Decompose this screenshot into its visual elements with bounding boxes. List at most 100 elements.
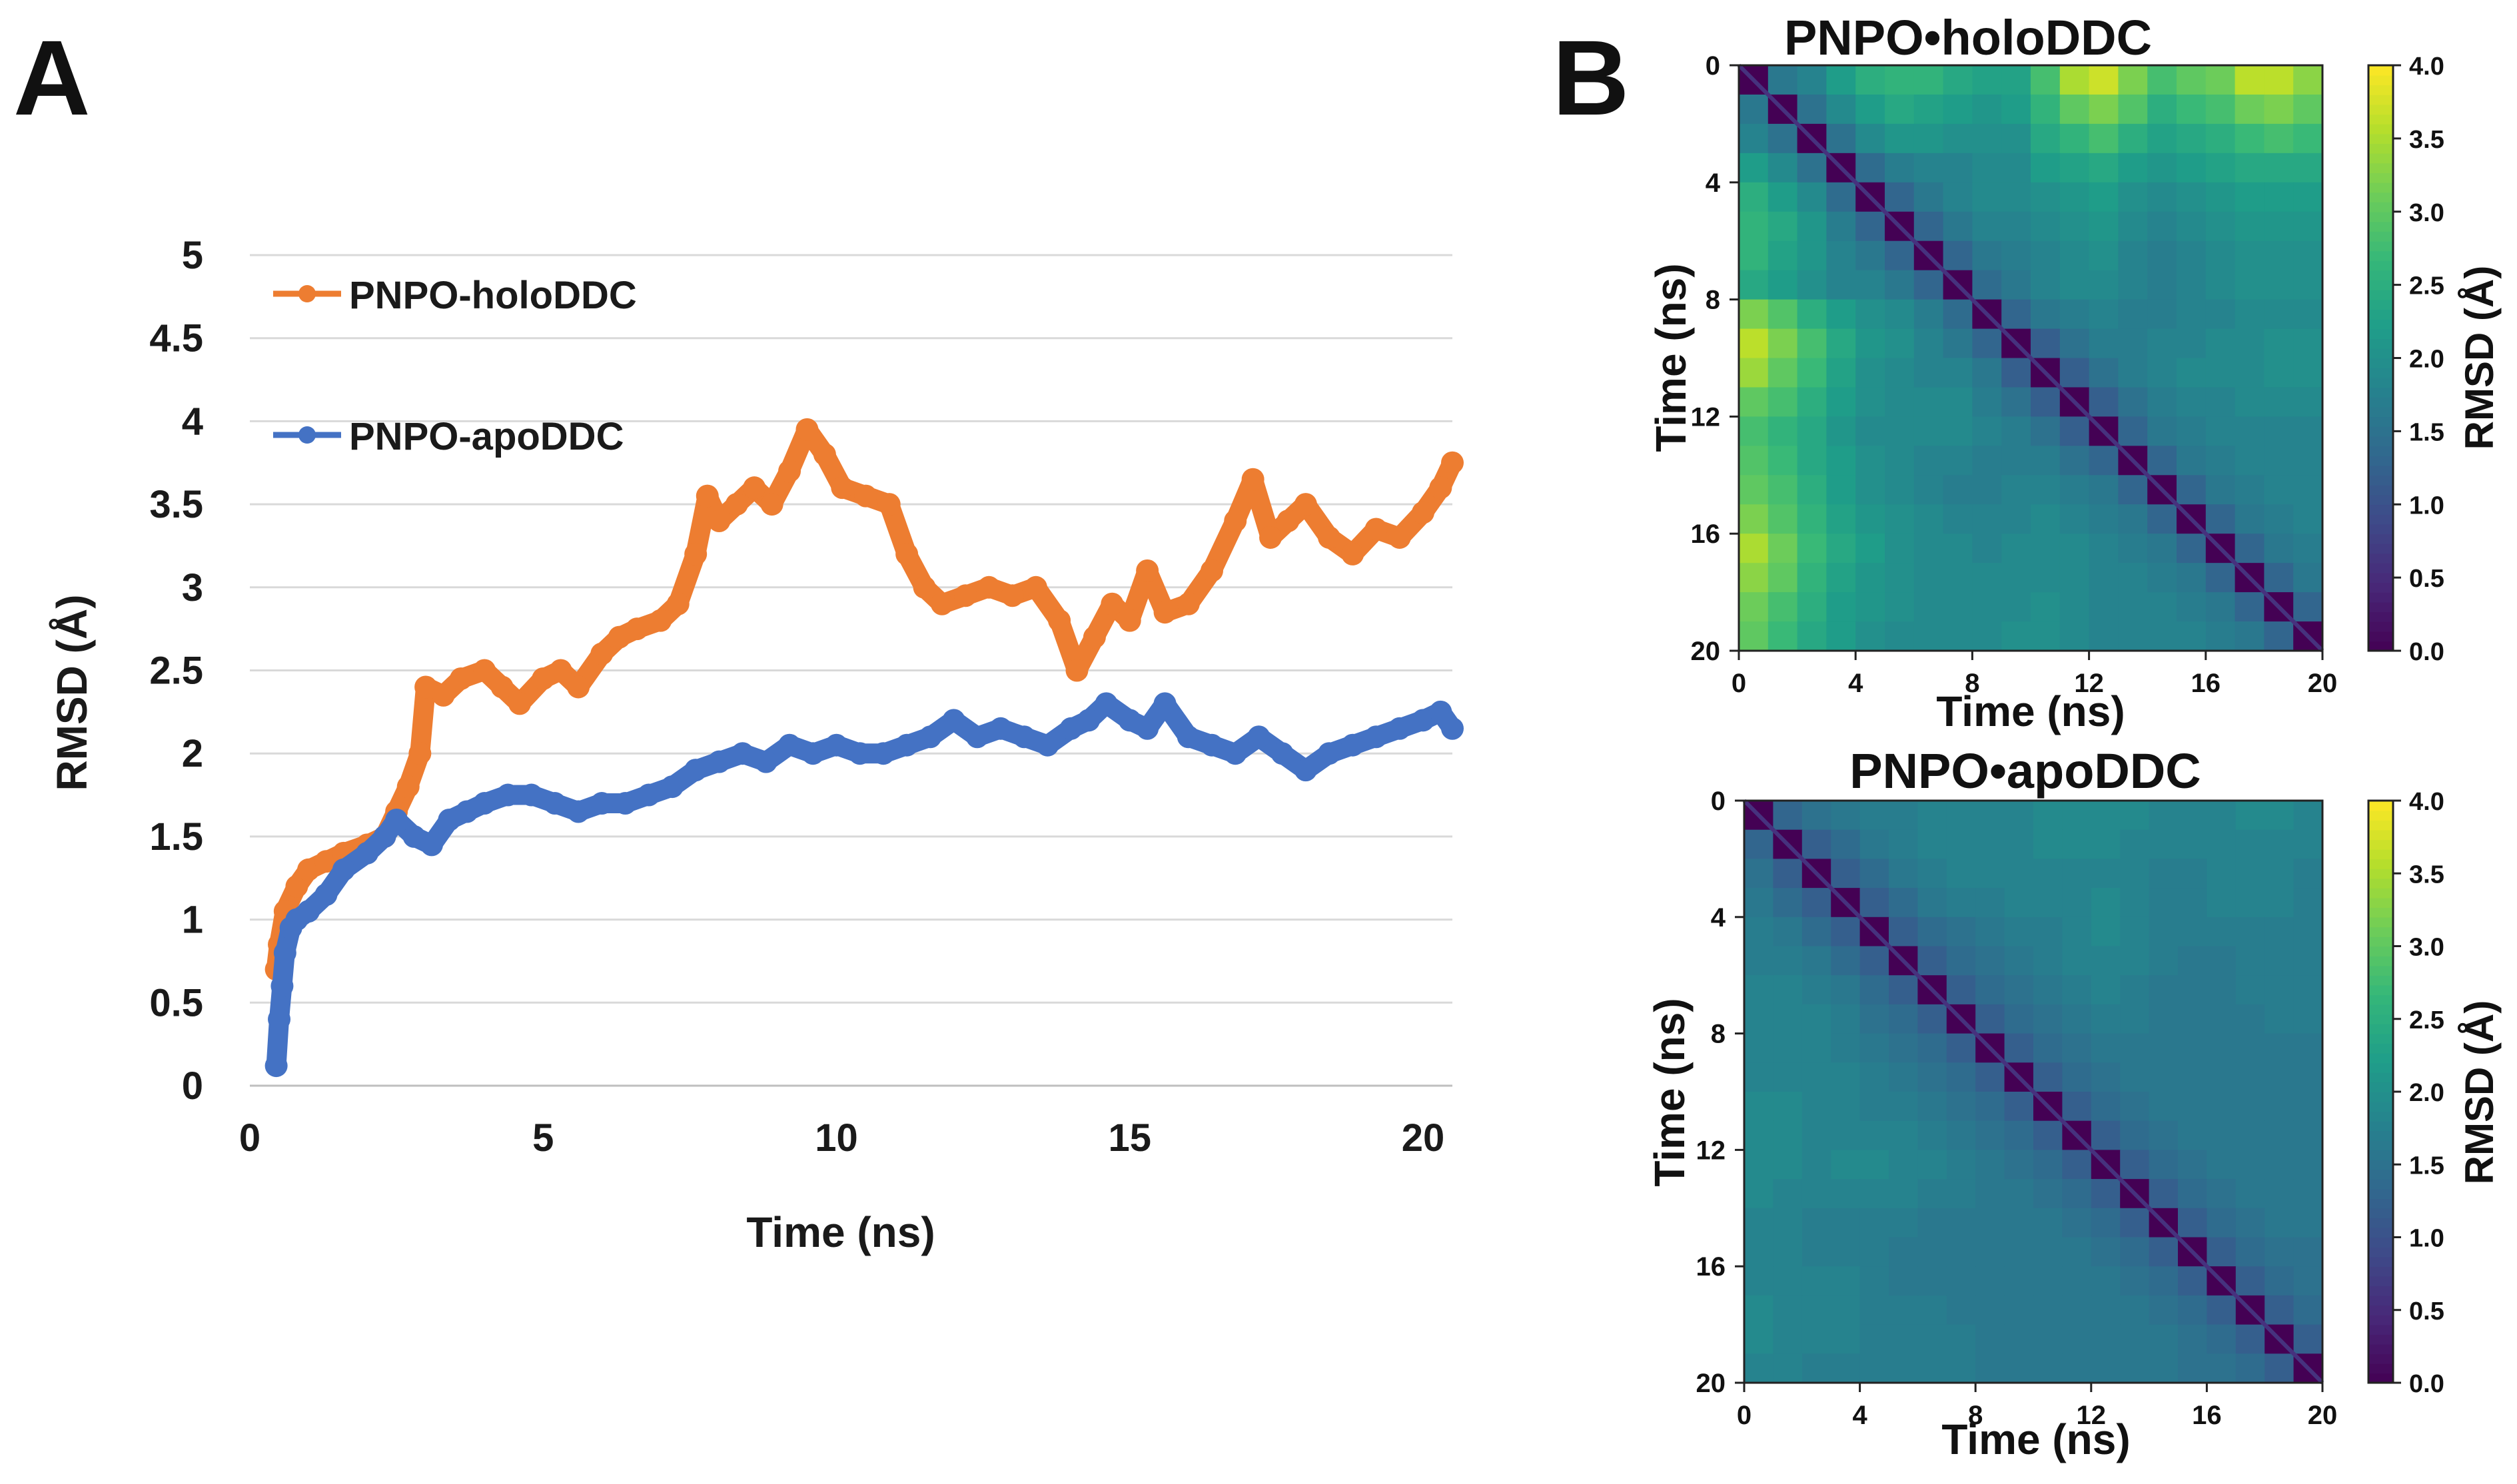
heatmap-cell — [2089, 592, 2119, 622]
heatmap-cell — [1889, 1004, 1919, 1034]
heatmap-cell — [2177, 563, 2207, 593]
heatmap-cell — [2293, 1092, 2323, 1122]
heatmap-cell — [2178, 1004, 2208, 1034]
x-tick-label: 0 — [239, 1116, 260, 1160]
colorbar-segment — [2368, 397, 2393, 408]
data-point-apo — [438, 808, 461, 831]
data-point-apo — [1364, 725, 1388, 749]
heatmap-cell — [1744, 1324, 1774, 1355]
data-point-holo — [760, 493, 783, 516]
heatmap-cell — [1826, 182, 1856, 212]
data-point-apo — [297, 900, 320, 923]
colorbar-segment — [2368, 956, 2393, 966]
heatmap-cell — [2089, 504, 2119, 534]
colorbar-segment — [2368, 534, 2393, 544]
heatmap-cell — [2264, 65, 2294, 95]
data-point-apo — [264, 1054, 288, 1078]
heatmap-cell — [1801, 1092, 1831, 1122]
heatmap-cell — [2091, 1179, 2121, 1209]
heatmap-cell — [1797, 153, 1827, 183]
line-chart-y-axis-label: RMSD (Å) — [48, 594, 96, 791]
heatmap-cell — [2177, 182, 2207, 212]
heatmap-cell — [2001, 240, 2031, 271]
heatmap-cell — [1744, 1062, 1774, 1092]
heatmap-cell — [2147, 621, 2177, 651]
x-tick-label: 8 — [1965, 669, 1979, 698]
heatmap-cell — [2293, 270, 2323, 300]
heatmap-cell — [2001, 621, 2031, 651]
data-point-holo — [1364, 518, 1388, 541]
heatmap-cell — [1859, 1179, 1889, 1209]
heatmap-cell — [1885, 387, 1915, 418]
data-point-apo — [1388, 717, 1411, 740]
x-tick-label: 5 — [532, 1116, 554, 1160]
x-tick-label: 8 — [1968, 1401, 1983, 1430]
heatmap-cell — [2149, 1295, 2179, 1325]
heatmap-cell — [1797, 328, 1827, 359]
heatmap-cell — [2177, 621, 2207, 651]
heatmap-cell — [1943, 182, 1973, 212]
heatmap-cell — [1767, 123, 1798, 154]
heatmap-cell — [1943, 153, 1973, 183]
heatmap-cell — [2062, 1179, 2092, 1209]
heatmap-cell — [2091, 1324, 2121, 1355]
heatmap-cell — [2059, 446, 2090, 476]
heatmap-cell — [1972, 153, 2002, 183]
data-point-apo — [871, 742, 895, 765]
heatmap-cell — [2062, 1150, 2092, 1180]
heatmap-cell — [2264, 270, 2294, 300]
heatmap-cell — [2265, 1179, 2294, 1209]
colorbar-segment — [2368, 1343, 2393, 1355]
heatmap-cell — [2235, 446, 2265, 476]
data-point-apo — [314, 883, 338, 907]
heatmap-cell — [1767, 182, 1798, 212]
heatmap-cell — [1797, 621, 1827, 651]
heatmap-cell — [2207, 1062, 2237, 1092]
y-tick-label: 1 — [182, 899, 203, 942]
heatmap-cell — [1859, 1062, 1889, 1092]
heatmap-cell — [1744, 1208, 1774, 1238]
heatmap-cell — [1797, 534, 1827, 563]
heatmap-cell — [2120, 917, 2150, 947]
data-point-apo — [1153, 692, 1177, 715]
heatmap-cell — [1744, 1179, 1774, 1209]
heatmap-cell — [2089, 153, 2119, 183]
heatmap-cell — [2118, 387, 2148, 418]
heatmap-cell — [1826, 592, 1856, 622]
heatmap-cell — [2293, 1237, 2323, 1267]
data-point-holo — [1241, 468, 1264, 491]
heatmap-cell — [1917, 829, 1947, 860]
data-point-holo — [1441, 451, 1464, 474]
heatmap-cell — [2120, 829, 2150, 860]
heatmap-cell — [2235, 917, 2265, 947]
heatmap-cell — [2207, 917, 2237, 947]
heatmap-cell — [2091, 917, 2121, 947]
heatmap-cell — [2120, 1237, 2150, 1267]
data-point-apo — [270, 974, 294, 998]
heatmap-cell — [2265, 1092, 2294, 1122]
heatmap-cell — [2205, 563, 2236, 593]
heatmap-cell — [1739, 270, 1769, 300]
line-chart-legend: PNPO-holoDDC PNPO-apoDDC — [273, 274, 637, 458]
heatmap-cell — [1831, 829, 1861, 860]
heatmap-cell — [2004, 975, 2034, 1005]
colorbar-segment — [2368, 426, 2393, 437]
heatmap-cell — [2147, 387, 2177, 418]
heatmap-cell — [2033, 1033, 2063, 1064]
heatmap-cell — [2149, 1092, 2179, 1122]
heatmap-cell — [2265, 1004, 2294, 1034]
heatmap-cell — [2293, 299, 2323, 330]
colorbar-segment — [2368, 1208, 2393, 1219]
heatmap-cell — [2147, 270, 2177, 300]
heatmap-cell — [2265, 946, 2294, 976]
heatmap-cell — [1801, 1150, 1831, 1180]
heatmap-cell — [2118, 328, 2148, 359]
heatmap-cell — [1943, 592, 1973, 622]
heatmap-cell — [1773, 1295, 1803, 1325]
heatmap-cell — [2033, 888, 2063, 918]
heatmap-cell — [1739, 182, 1769, 212]
data-point-apo — [332, 858, 355, 881]
heatmap-cell — [2177, 446, 2207, 476]
colorbar-segment — [2368, 1315, 2393, 1325]
heatmap-cell — [1739, 446, 1769, 476]
